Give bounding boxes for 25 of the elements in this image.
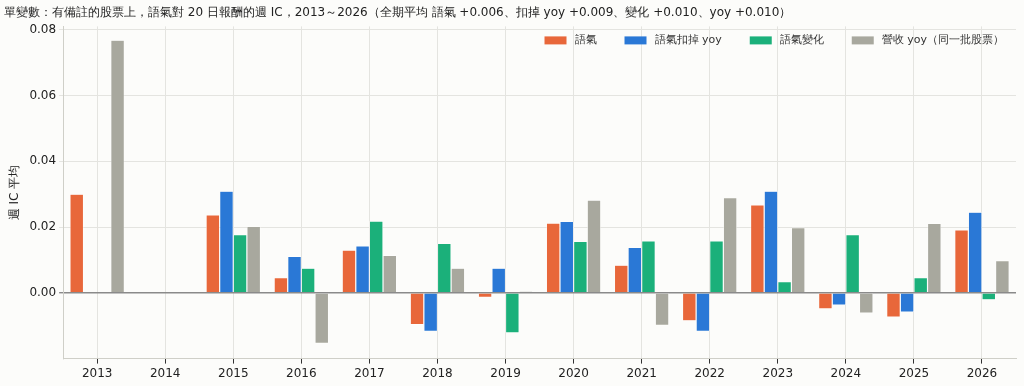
x-tick-label: 2020 bbox=[558, 365, 589, 380]
x-tick-label: 2023 bbox=[762, 365, 794, 380]
x-tick-label: 2016 bbox=[286, 365, 317, 380]
legend-label: 語氣變化 bbox=[779, 33, 824, 47]
x-tick-label: 2014 bbox=[149, 365, 181, 380]
y-axis-title: 週 IC 平均 bbox=[7, 164, 22, 221]
legend-label: 語氣 bbox=[574, 33, 597, 47]
legend-label: 語氣扣掉 yoy bbox=[654, 33, 723, 47]
x-tick-label: 2024 bbox=[830, 365, 862, 380]
x-tick-label: 2019 bbox=[490, 365, 521, 380]
y-tick-label: 0.02 bbox=[29, 219, 57, 234]
x-tick-label: 2015 bbox=[218, 365, 249, 380]
x-tick-label: 2017 bbox=[354, 365, 385, 380]
x-tick-label: 2021 bbox=[626, 365, 657, 380]
x-tick-label: 2026 bbox=[966, 365, 998, 380]
x-tick-label: 2022 bbox=[694, 365, 725, 380]
y-tick-label: 0.08 bbox=[29, 21, 57, 36]
y-tick-label: 0.04 bbox=[29, 153, 57, 168]
chart-title: 單變數：有備註的股票上，語氣對 20 日報酬的週 IC，2013～2026（全期平均 語氣 +0.006、扣掉 yoy +0.009、變化 +0.010、yoy +0.010） bbox=[4, 5, 792, 20]
legend-label: 營收 yoy（同一批股票） bbox=[881, 33, 1004, 47]
x-tick-label: 2018 bbox=[422, 365, 453, 380]
x-tick-label: 2025 bbox=[898, 365, 930, 380]
x-tick-label: 2013 bbox=[81, 365, 113, 380]
y-tick-label: 0.00 bbox=[29, 284, 57, 299]
y-tick-label: 0.06 bbox=[29, 87, 57, 102]
